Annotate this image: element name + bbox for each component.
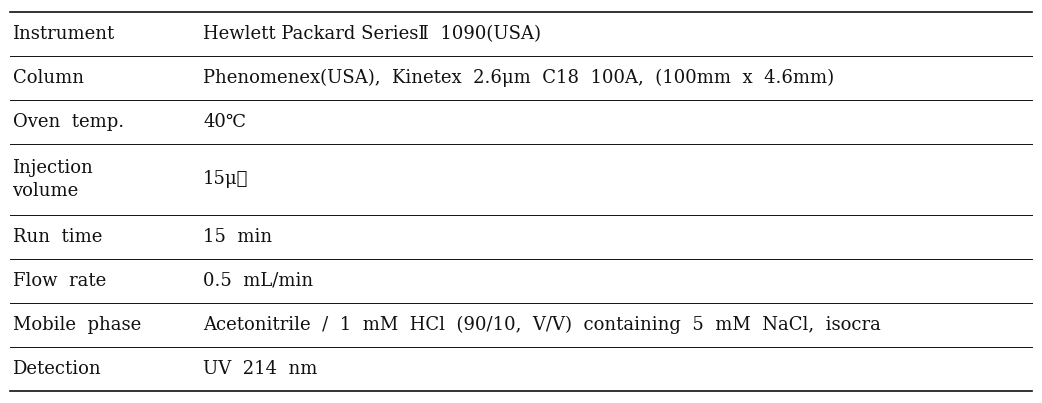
- Text: UV  214  nm: UV 214 nm: [203, 360, 318, 378]
- Text: 0.5  mL/min: 0.5 mL/min: [203, 272, 314, 290]
- Text: Mobile  phase: Mobile phase: [13, 316, 141, 334]
- Text: Flow  rate: Flow rate: [13, 272, 105, 290]
- Text: Phenomenex(USA),  Kinetex  2.6μm  C18  100A,  (100mm  x  4.6mm): Phenomenex(USA), Kinetex 2.6μm C18 100A,…: [203, 69, 835, 87]
- Text: Injection
volume: Injection volume: [13, 159, 93, 199]
- Text: Instrument: Instrument: [13, 25, 115, 43]
- Text: Acetonitrile  /  1  mM  HCl  (90/10,  V/V)  containing  5  mM  NaCl,  isocra: Acetonitrile / 1 mM HCl (90/10, V/V) con…: [203, 316, 882, 334]
- Text: Oven  temp.: Oven temp.: [13, 113, 124, 131]
- Text: Detection: Detection: [13, 360, 101, 378]
- Text: Column: Column: [13, 69, 83, 87]
- Text: 15μℓ: 15μℓ: [203, 170, 249, 189]
- Text: Run  time: Run time: [13, 228, 102, 246]
- Text: 15  min: 15 min: [203, 228, 272, 246]
- Text: 40℃: 40℃: [203, 113, 246, 131]
- Text: Hewlett Packard SeriesⅡ  1090(USA): Hewlett Packard SeriesⅡ 1090(USA): [203, 25, 541, 43]
